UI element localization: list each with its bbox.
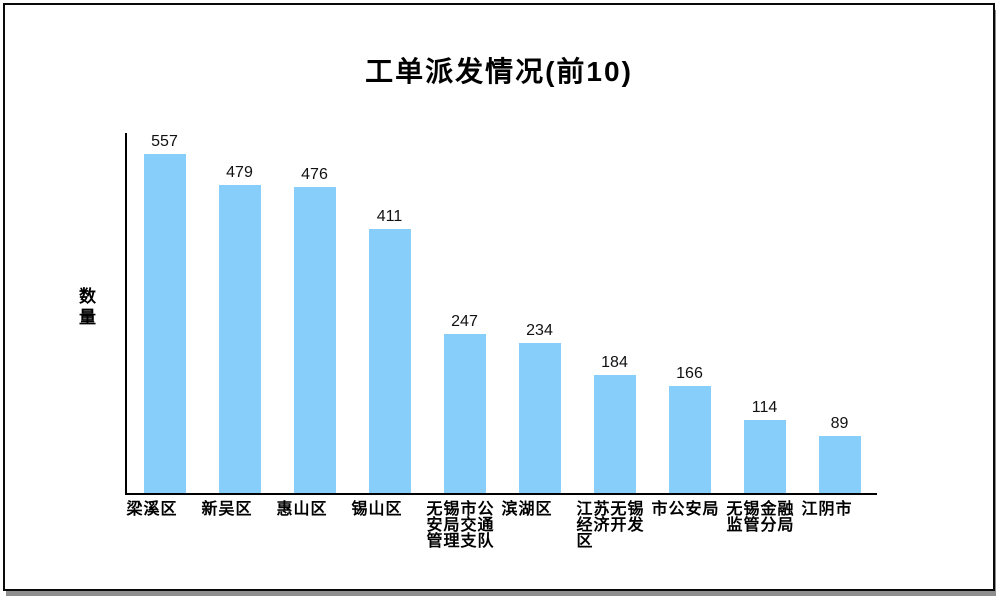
bar[interactable]: [443, 334, 486, 493]
x-tick-cell: 惠山区: [275, 502, 350, 550]
x-tick-cell: 江阴市: [800, 502, 875, 550]
x-tick-label: 梁溪区: [126, 501, 178, 518]
x-tick-label: 江苏无锡经济开发区: [576, 501, 645, 550]
x-tick-cell: 江苏无锡经济开发区: [575, 502, 650, 550]
bar[interactable]: [593, 375, 636, 493]
bar-value-label: 234: [526, 322, 553, 339]
bar[interactable]: [818, 436, 861, 493]
y-axis-label: 数量: [76, 287, 95, 329]
bar[interactable]: [518, 343, 561, 493]
bar[interactable]: [743, 420, 786, 493]
bar-column: 479: [202, 133, 277, 493]
chart-title: 工单派发情况(前10): [365, 56, 633, 87]
bar-value-label: 411: [376, 208, 403, 225]
x-tick-label: 无锡金融监管分局: [726, 501, 795, 534]
bar[interactable]: [368, 229, 411, 493]
bar-column: 234: [502, 133, 577, 493]
x-tick-cell: 梁溪区: [125, 502, 200, 550]
bar-column: 114: [727, 133, 802, 493]
x-tick-cell: 市公安局: [650, 502, 725, 550]
x-tick-cell: 无锡市公安局交通管理支队: [425, 502, 500, 550]
bar-value-label: 89: [830, 415, 849, 432]
x-tick-cell: 无锡金融监管分局: [725, 502, 800, 550]
bar-column: 184: [577, 133, 652, 493]
x-tick-cell: 锡山区: [350, 502, 425, 550]
x-tick-label: 江阴市: [801, 501, 853, 518]
chart-frame: 工单派发情况(前10) 数量 557 479 476 411 247 234 184 166 1…: [3, 3, 995, 591]
x-tick-label: 锡山区: [351, 501, 403, 518]
x-tick-label: 惠山区: [276, 501, 328, 518]
plot-area: 557 479 476 411 247 234 184 166 114 89: [125, 133, 877, 495]
bar[interactable]: [143, 154, 186, 493]
bar-value-label: 476: [301, 166, 328, 183]
bar-column: 247: [427, 133, 502, 493]
bar-value-label: 114: [751, 399, 778, 416]
bar[interactable]: [218, 185, 261, 493]
x-axis-labels: 梁溪区 新吴区 惠山区 锡山区 无锡市公安局交通管理支队 滨湖区 江苏无锡经济开发区 市公安局…: [125, 502, 875, 550]
bar-column: 557: [127, 133, 202, 493]
bar-column: 166: [652, 133, 727, 493]
x-tick-label: 滨湖区: [501, 501, 553, 518]
x-tick-cell: 新吴区: [200, 502, 275, 550]
bar-value-label: 184: [601, 354, 628, 371]
x-tick-label: 市公安局: [651, 501, 720, 518]
bar-value-label: 479: [226, 164, 253, 181]
x-tick-cell: 滨湖区: [500, 502, 575, 550]
bar-value-label: 557: [151, 133, 178, 150]
bar[interactable]: [668, 386, 711, 493]
x-tick-label: 新吴区: [201, 501, 253, 518]
bar-value-label: 247: [451, 313, 478, 330]
bar-column: 89: [802, 133, 877, 493]
bar-column: 476: [277, 133, 352, 493]
bar[interactable]: [293, 187, 336, 493]
x-tick-label: 无锡市公安局交通管理支队: [426, 501, 495, 550]
bar-value-label: 166: [676, 365, 703, 382]
bar-column: 411: [352, 133, 427, 493]
